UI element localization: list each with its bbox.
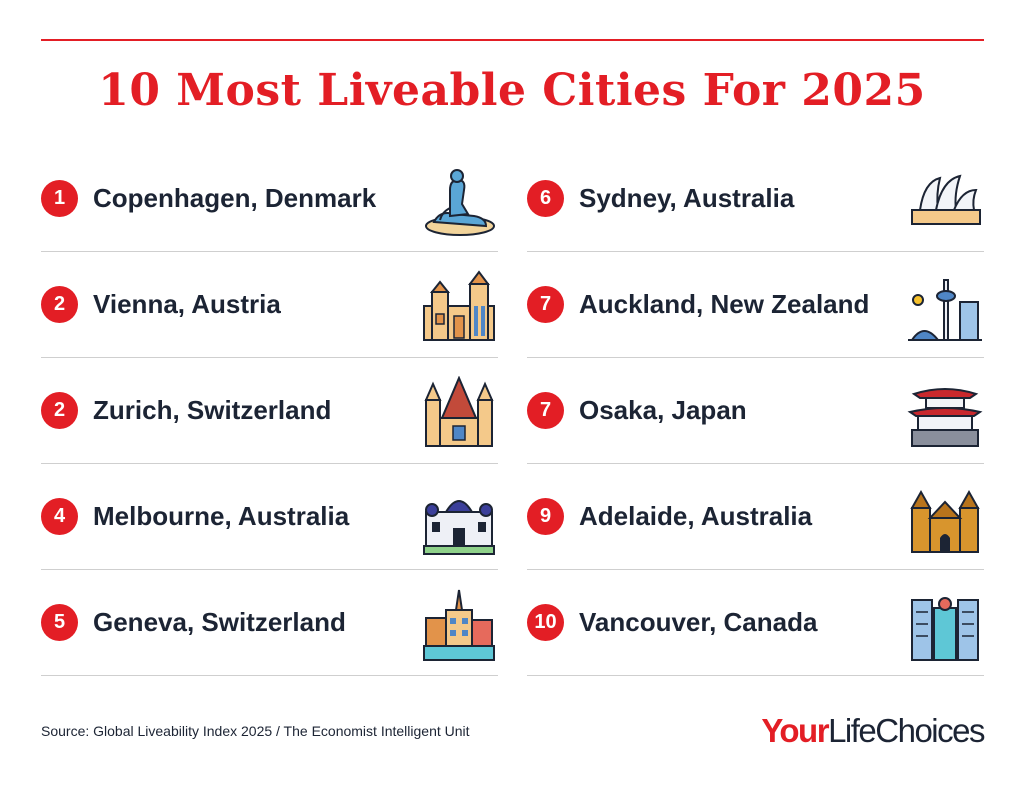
rank-badge: 6 bbox=[527, 180, 564, 217]
rank-badge: 9 bbox=[527, 498, 564, 535]
rank-badge: 2 bbox=[41, 286, 78, 323]
left-column: 1 Copenhagen, Denmark 2 Vienna, Austria bbox=[41, 146, 498, 676]
list-item: 7 Osaka, Japan bbox=[527, 358, 984, 464]
city-name: Vienna, Austria bbox=[93, 289, 281, 319]
page-title: 10 Most Liveable Cities For 2025 bbox=[98, 65, 926, 116]
list-item: 1 Copenhagen, Denmark bbox=[41, 146, 498, 252]
list-item: 5 Geneva, Switzerland bbox=[41, 570, 498, 676]
source-note: Source: Global Liveability Index 2025 / … bbox=[41, 723, 470, 739]
city-name: Zurich, Switzerland bbox=[93, 395, 332, 425]
vancouver-towers-icon bbox=[906, 588, 984, 662]
rank-badge: 5 bbox=[41, 604, 78, 641]
rank-badge: 4 bbox=[41, 498, 78, 535]
sydney-opera-house-icon bbox=[906, 164, 984, 238]
brand-logo: YourLifeChoices bbox=[761, 712, 985, 750]
rank-badge: 2 bbox=[41, 392, 78, 429]
little-mermaid-statue-icon bbox=[420, 164, 498, 238]
osaka-castle-icon bbox=[906, 376, 984, 450]
city-name: Copenhagen, Denmark bbox=[93, 183, 377, 213]
vienna-city-hall-icon bbox=[420, 270, 498, 344]
list-item: 6 Sydney, Australia bbox=[527, 146, 984, 252]
geneva-waterfront-icon bbox=[420, 588, 498, 662]
top-divider bbox=[41, 39, 984, 41]
melbourne-exhibition-building-icon bbox=[420, 482, 498, 556]
city-name: Auckland, New Zealand bbox=[579, 289, 870, 319]
zurich-church-icon bbox=[420, 376, 498, 450]
right-column: 6 Sydney, Australia 7 Auckland, New Zeal… bbox=[527, 146, 984, 676]
city-name: Osaka, Japan bbox=[579, 395, 747, 425]
city-name: Geneva, Switzerland bbox=[93, 607, 346, 637]
logo-part-your: Your bbox=[761, 712, 829, 749]
city-name: Adelaide, Australia bbox=[579, 501, 813, 531]
auckland-sky-tower-icon bbox=[906, 270, 984, 344]
list-item: 4 Melbourne, Australia bbox=[41, 464, 498, 570]
list-item: 9 Adelaide, Australia bbox=[527, 464, 984, 570]
list-item: 7 Auckland, New Zealand bbox=[527, 252, 984, 358]
adelaide-cathedral-icon bbox=[906, 482, 984, 556]
city-name: Melbourne, Australia bbox=[93, 501, 350, 531]
rank-badge: 1 bbox=[41, 180, 78, 217]
list-item: 2 Zurich, Switzerland bbox=[41, 358, 498, 464]
city-name: Vancouver, Canada bbox=[579, 607, 818, 637]
rank-badge: 7 bbox=[527, 392, 564, 429]
list-item: 10 Vancouver, Canada bbox=[527, 570, 984, 676]
rank-badge: 7 bbox=[527, 286, 564, 323]
rank-badge: 10 bbox=[527, 604, 564, 641]
logo-part-lifechoices: LifeChoices bbox=[828, 712, 985, 749]
city-name: Sydney, Australia bbox=[579, 183, 795, 213]
list-item: 2 Vienna, Austria bbox=[41, 252, 498, 358]
